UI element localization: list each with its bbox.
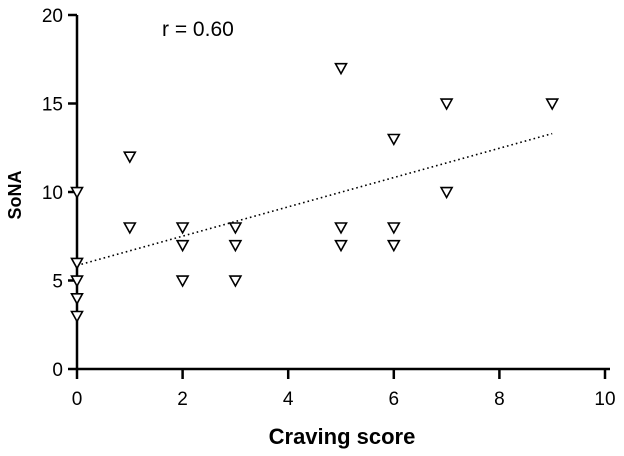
data-point [439, 186, 454, 200]
data-point [70, 257, 84, 270]
data-point [70, 310, 84, 324]
data-point [386, 133, 401, 147]
data-point [228, 239, 243, 253]
correlation-annotation: r = 0.60 [162, 18, 234, 41]
x-tick-label: 8 [494, 389, 505, 410]
data-point [334, 62, 348, 76]
plot-area: 0 5 10 15 20 0 2 4 6 8 10 [42, 6, 616, 410]
data-point [334, 222, 348, 235]
data-points [70, 62, 560, 324]
x-tick-label: 4 [283, 389, 294, 410]
y-axis-title: SoNA [5, 171, 25, 220]
y-axis-ticks: 0 5 10 15 20 [42, 6, 77, 381]
x-axis-title: Craving score [269, 424, 416, 449]
y-tick-label: 20 [42, 6, 63, 27]
data-point [70, 275, 84, 288]
data-point [386, 222, 401, 235]
data-point [386, 239, 401, 253]
data-point [175, 239, 190, 253]
x-axis-ticks: 0 2 4 6 8 10 [72, 369, 616, 410]
x-tick-label: 2 [177, 389, 188, 410]
data-point [545, 98, 560, 111]
data-point [439, 98, 454, 111]
data-point [228, 275, 243, 288]
x-tick-label: 10 [594, 389, 615, 410]
data-point [70, 186, 84, 200]
data-point [122, 151, 137, 164]
data-point [334, 239, 348, 253]
x-tick-label: 6 [389, 389, 400, 410]
data-point [175, 275, 190, 288]
data-point [70, 292, 84, 306]
y-tick-label: 5 [52, 272, 63, 293]
data-point [175, 222, 190, 235]
data-point [122, 222, 137, 235]
y-tick-label: 0 [52, 360, 63, 381]
x-tick-label: 0 [72, 389, 83, 410]
y-tick-label: 10 [42, 183, 63, 204]
data-point [228, 222, 243, 235]
y-tick-label: 15 [42, 95, 63, 116]
trendline [76, 132, 553, 267]
